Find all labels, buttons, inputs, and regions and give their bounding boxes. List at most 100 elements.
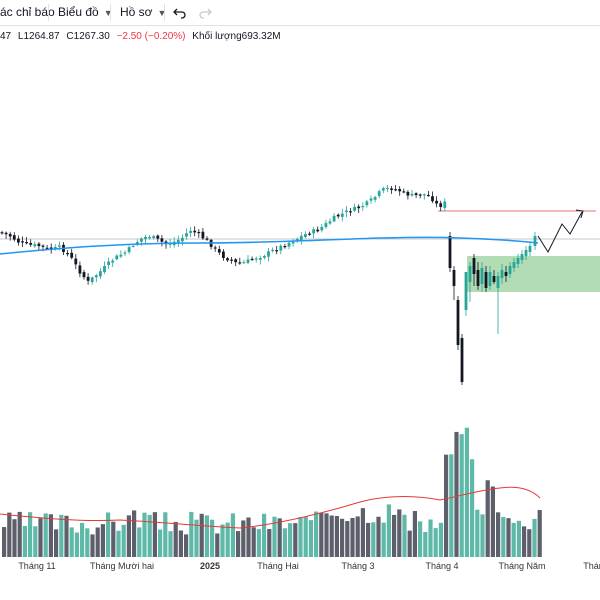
volume-bar: [54, 529, 59, 557]
candle: [193, 230, 197, 233]
volume-bar: [100, 524, 105, 557]
volume-bar: [111, 521, 116, 557]
legend-volume-label: Khối lượng: [192, 31, 242, 42]
candle: [520, 254, 524, 260]
volume-bar: [116, 530, 121, 557]
candle: [205, 238, 209, 240]
candle: [37, 243, 41, 247]
candle: [271, 249, 274, 252]
volume-bar: [246, 517, 251, 557]
candle: [275, 250, 279, 252]
moving-average-line: [0, 236, 539, 255]
candle: [456, 300, 460, 345]
volume-bar: [350, 517, 355, 557]
undo-icon[interactable]: [170, 3, 190, 23]
candle: [107, 261, 110, 265]
volume-bar: [12, 519, 17, 557]
volume-bar: [376, 516, 381, 557]
candle: [472, 258, 476, 274]
volume-bar: [360, 508, 365, 557]
candle: [291, 241, 295, 244]
volume-bar: [412, 511, 417, 557]
candle: [279, 245, 283, 251]
redo-icon[interactable]: [195, 3, 215, 23]
volume-bar: [59, 514, 64, 557]
profile-menu-button[interactable]: Hồ sơ ▼: [120, 0, 166, 25]
legend-close: C1267.30: [66, 31, 110, 42]
volume-bar: [184, 534, 189, 557]
chevron-down-icon: ▼: [157, 8, 167, 18]
candle: [230, 259, 233, 261]
volume-bar: [256, 529, 261, 557]
indicators-button[interactable]: ác chỉ báo: [0, 0, 55, 25]
candle: [336, 214, 340, 217]
volume-bar: [80, 522, 85, 557]
toolbar-divider: [164, 4, 165, 21]
volume-bar: [215, 533, 220, 557]
volume-bar: [272, 516, 277, 557]
time-axis-label: Tháng: [583, 561, 600, 571]
volume-bar: [532, 518, 537, 557]
candle: [484, 272, 488, 288]
candle: [492, 276, 496, 282]
candle: [152, 236, 156, 239]
candle: [197, 231, 201, 234]
candle: [328, 221, 332, 224]
candle: [361, 205, 365, 208]
volume-bar: [106, 512, 111, 557]
candle: [516, 258, 520, 264]
candle: [435, 200, 438, 204]
indicators-label: ác chỉ báo: [0, 5, 55, 19]
candle: [115, 255, 119, 260]
candle: [357, 206, 361, 209]
candle: [500, 270, 504, 278]
candle: [381, 188, 385, 191]
time-axis-label: Tháng Mười hai: [90, 561, 154, 571]
candle: [181, 237, 184, 242]
volume-bar: [340, 518, 345, 557]
candle: [4, 232, 8, 235]
candle: [238, 262, 242, 264]
time-axis-label: Tháng 4: [425, 561, 458, 571]
candle: [324, 223, 328, 228]
volume-bar: [490, 486, 495, 557]
candle: [431, 196, 434, 202]
candle: [53, 246, 57, 250]
candle: [427, 194, 430, 197]
arrow-head-icon: [575, 209, 584, 219]
candle: [439, 203, 443, 208]
candle: [74, 258, 78, 265]
candle: [464, 272, 468, 310]
toolbar-divider: [48, 4, 49, 21]
candle: [394, 189, 397, 191]
volume-bar: [158, 529, 163, 557]
candle: [332, 215, 336, 222]
candle: [283, 246, 287, 248]
volume-bar: [241, 520, 246, 557]
candle: [160, 238, 164, 242]
volume-bar: [194, 519, 199, 557]
volume-bar: [454, 431, 459, 557]
volume-bar: [516, 520, 521, 557]
volume-bar: [69, 527, 74, 557]
volume-bar: [163, 512, 168, 557]
volume-bar: [48, 514, 53, 557]
candle: [8, 233, 12, 237]
candle: [226, 258, 229, 261]
chevron-down-icon: ▼: [103, 8, 113, 18]
candle: [99, 271, 102, 277]
volume-bar: [355, 516, 360, 557]
volume-bar: [324, 513, 329, 557]
candle: [90, 277, 94, 283]
candle: [86, 276, 90, 281]
profile-menu-label: Hồ sơ: [120, 5, 153, 19]
candle: [320, 227, 324, 231]
volume-bar: [397, 509, 402, 557]
chart-menu-button[interactable]: Biểu đồ ▼: [58, 0, 113, 25]
volume-bar: [371, 522, 376, 557]
volume-bar: [262, 513, 267, 557]
volume-bar: [537, 510, 542, 557]
candle: [410, 193, 414, 196]
volume-bar: [178, 530, 183, 557]
